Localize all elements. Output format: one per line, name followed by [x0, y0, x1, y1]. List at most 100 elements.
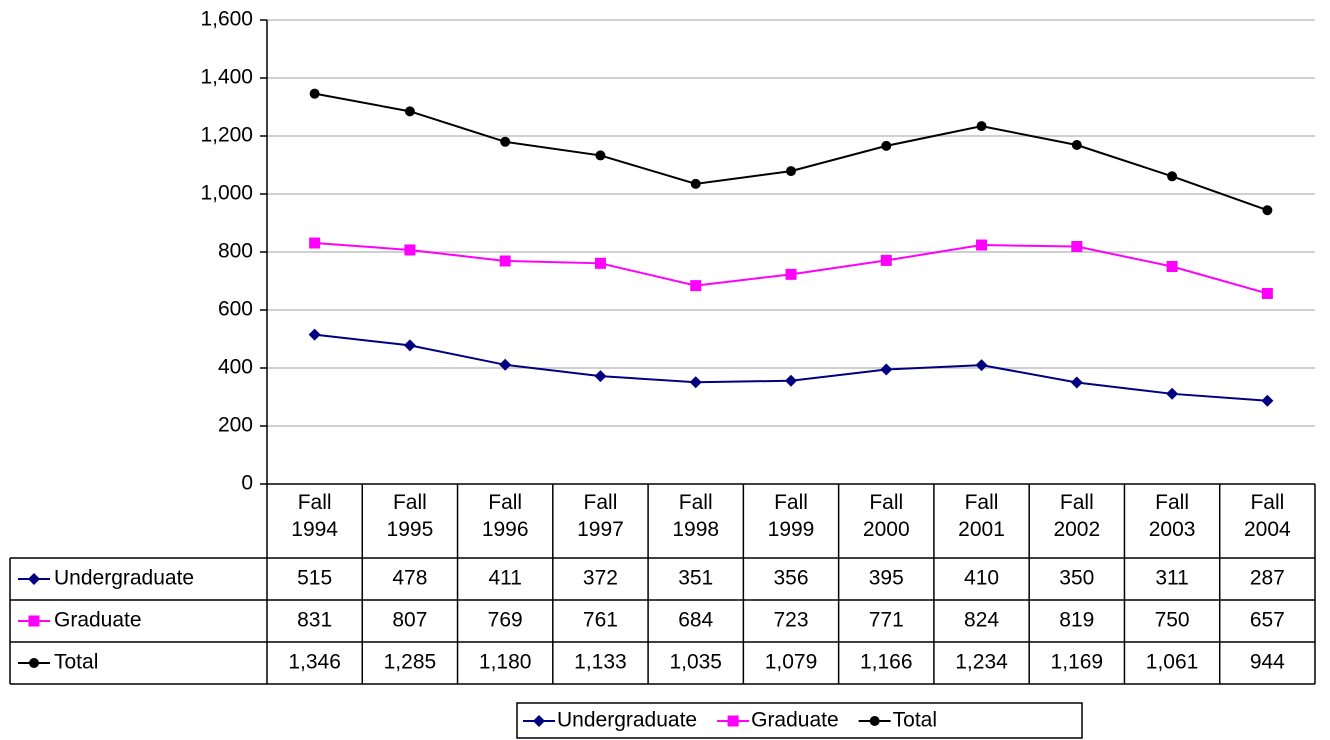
point — [499, 255, 511, 267]
x-tick-label: Fall 1995 — [386, 491, 434, 541]
point — [499, 358, 512, 371]
legend-key-marker — [869, 716, 880, 726]
table-cell: 311 — [1155, 567, 1188, 590]
table-cell: 824 — [964, 609, 999, 632]
point — [689, 376, 702, 389]
y-tick-label: 1,000 — [200, 182, 253, 205]
point — [1166, 387, 1179, 400]
legend-label: Undergraduate — [557, 709, 697, 732]
table-cell: 1,169 — [1051, 651, 1104, 674]
table-key-marker — [29, 658, 39, 668]
x-tick-label: Fall 1999 — [767, 491, 815, 541]
table-cell: 287 — [1250, 567, 1285, 590]
legend-label: Graduate — [751, 709, 839, 732]
point — [309, 237, 321, 249]
point — [403, 339, 416, 352]
table-cell: 819 — [1059, 609, 1094, 632]
point — [1261, 287, 1273, 299]
x-tick-label: Fall 2003 — [1148, 491, 1196, 541]
series-line — [314, 242, 1268, 295]
table-cell: 807 — [392, 609, 427, 632]
table-cell: 1,035 — [669, 651, 722, 674]
y-tick-label: 400 — [218, 356, 253, 379]
table-cell: 1,133 — [574, 651, 627, 674]
x-tick-label: Fall 1996 — [481, 491, 529, 541]
point — [690, 178, 701, 189]
point — [500, 136, 511, 147]
point — [1261, 394, 1274, 407]
table-cell: 771 — [869, 609, 904, 632]
row-label: Undergraduate — [54, 567, 194, 590]
point — [880, 363, 893, 376]
legend-label: Total — [893, 709, 937, 732]
table-cell: 1,346 — [288, 651, 341, 674]
row-label: Total — [54, 651, 98, 674]
point — [1262, 205, 1273, 216]
row-label: Graduate — [54, 609, 142, 632]
table-cell: 657 — [1250, 609, 1285, 632]
point — [785, 268, 797, 280]
point — [309, 88, 320, 99]
table-cell: 1,079 — [765, 651, 818, 674]
x-tick-label: Fall 2000 — [862, 491, 910, 541]
point — [1166, 261, 1178, 272]
table-cell: 411 — [488, 567, 521, 590]
table-cell: 515 — [297, 567, 332, 590]
y-tick-label: 200 — [218, 414, 253, 437]
table-cell: 723 — [773, 609, 808, 632]
table-cell: 769 — [488, 609, 523, 632]
point — [1071, 240, 1083, 252]
table-cell: 372 — [583, 567, 618, 590]
point — [881, 140, 892, 151]
x-tick-label: Fall 2004 — [1244, 491, 1291, 541]
table-cell: 750 — [1155, 609, 1190, 632]
legend-key-marker — [727, 715, 739, 727]
y-tick-label: 600 — [218, 298, 253, 321]
legend — [516, 702, 1083, 739]
table-cell: 1,285 — [384, 651, 437, 674]
point — [594, 370, 607, 383]
table-cell: 478 — [392, 567, 427, 590]
point — [880, 254, 892, 266]
point — [786, 166, 796, 177]
x-tick-label: Fall 1998 — [672, 491, 720, 541]
x-tick-label: Fall 2001 — [958, 491, 1005, 541]
series-line — [314, 92, 1268, 212]
table-key-marker — [28, 573, 40, 585]
point — [1071, 139, 1082, 150]
table-cell: 1,061 — [1146, 651, 1199, 674]
point — [975, 359, 988, 372]
table-cell: 350 — [1059, 567, 1094, 590]
table-cell: 761 — [583, 609, 618, 632]
table-cell: 356 — [773, 567, 808, 590]
point — [404, 106, 415, 117]
point — [595, 150, 606, 161]
table-cell: 1,234 — [955, 651, 1008, 674]
point — [785, 374, 797, 387]
table-cell: 831 — [297, 609, 332, 632]
table-cell: 944 — [1250, 651, 1285, 674]
table-cell: 395 — [869, 567, 904, 590]
y-tick-label: 1,400 — [200, 66, 253, 89]
y-tick-label: 800 — [218, 240, 253, 263]
table-cell: 684 — [678, 609, 713, 632]
legend-key-marker — [533, 715, 545, 727]
point — [690, 280, 702, 292]
point — [308, 328, 321, 341]
x-tick-label: Fall 1994 — [291, 491, 338, 541]
point — [976, 239, 988, 251]
y-tick-label: 1,600 — [200, 8, 253, 31]
x-tick-label: Fall 1997 — [577, 491, 624, 541]
y-tick-label: 1,200 — [200, 124, 253, 147]
table-cell: 351 — [678, 567, 713, 590]
table-cell: 1,166 — [860, 651, 913, 674]
point — [404, 244, 416, 256]
point — [1167, 171, 1178, 182]
point — [976, 121, 987, 132]
point — [1070, 376, 1083, 389]
y-tick-label: 0 — [241, 472, 253, 495]
table-key-marker — [28, 615, 40, 627]
table-cell: 410 — [964, 567, 999, 590]
table-cell: 1,180 — [479, 651, 532, 674]
